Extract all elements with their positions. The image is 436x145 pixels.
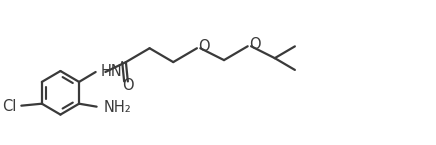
Text: O: O bbox=[123, 78, 134, 93]
Text: Cl: Cl bbox=[2, 99, 17, 114]
Text: O: O bbox=[249, 37, 260, 52]
Text: NH₂: NH₂ bbox=[104, 100, 132, 115]
Text: O: O bbox=[198, 39, 210, 54]
Text: HN: HN bbox=[101, 64, 123, 79]
